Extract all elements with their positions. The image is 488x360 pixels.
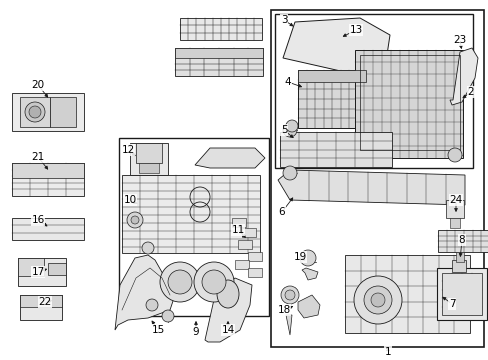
Circle shape bbox=[127, 212, 142, 228]
Bar bbox=[436, 268, 486, 320]
Text: 11: 11 bbox=[231, 225, 244, 235]
Bar bbox=[235, 260, 248, 269]
Text: 22: 22 bbox=[38, 297, 52, 307]
Bar bbox=[354, 50, 462, 158]
Text: 24: 24 bbox=[448, 195, 462, 205]
Circle shape bbox=[162, 310, 174, 322]
Circle shape bbox=[299, 250, 315, 266]
Bar bbox=[451, 260, 465, 272]
Bar bbox=[20, 295, 62, 320]
Bar bbox=[20, 97, 50, 127]
Circle shape bbox=[285, 120, 297, 132]
Bar bbox=[130, 143, 168, 175]
Bar bbox=[437, 230, 488, 252]
Bar bbox=[12, 218, 84, 240]
Text: 19: 19 bbox=[293, 252, 306, 262]
Bar bbox=[136, 143, 162, 163]
Bar bbox=[274, 14, 472, 168]
Polygon shape bbox=[449, 48, 477, 105]
Bar bbox=[175, 48, 263, 58]
Polygon shape bbox=[115, 255, 175, 330]
Bar bbox=[270, 10, 483, 347]
Polygon shape bbox=[278, 170, 464, 205]
Circle shape bbox=[168, 270, 192, 294]
Text: 8: 8 bbox=[458, 235, 465, 245]
Bar bbox=[139, 163, 159, 173]
Bar bbox=[345, 255, 469, 333]
Bar bbox=[50, 97, 76, 127]
Polygon shape bbox=[283, 18, 389, 72]
Bar bbox=[238, 240, 251, 249]
Polygon shape bbox=[204, 278, 251, 342]
Bar bbox=[180, 18, 262, 40]
Text: 5: 5 bbox=[280, 125, 287, 135]
Text: 9: 9 bbox=[192, 327, 199, 337]
Text: 14: 14 bbox=[221, 325, 234, 335]
Text: 4: 4 bbox=[284, 77, 291, 87]
Bar bbox=[449, 218, 459, 228]
Circle shape bbox=[353, 276, 401, 324]
Text: 1: 1 bbox=[384, 347, 390, 357]
Circle shape bbox=[131, 216, 139, 224]
Bar bbox=[18, 258, 66, 286]
Bar bbox=[359, 55, 459, 150]
Bar bbox=[445, 200, 463, 218]
Bar bbox=[12, 163, 84, 196]
Circle shape bbox=[283, 166, 296, 180]
Circle shape bbox=[281, 286, 298, 304]
Circle shape bbox=[370, 293, 384, 307]
Bar bbox=[231, 218, 245, 227]
Bar bbox=[48, 263, 66, 275]
Text: 16: 16 bbox=[31, 215, 44, 225]
Polygon shape bbox=[195, 148, 264, 168]
Circle shape bbox=[146, 299, 158, 311]
Polygon shape bbox=[302, 268, 317, 280]
Text: 21: 21 bbox=[31, 152, 44, 162]
Circle shape bbox=[447, 148, 461, 162]
Bar bbox=[441, 273, 481, 315]
Polygon shape bbox=[297, 70, 365, 82]
Bar bbox=[455, 252, 463, 262]
Text: 2: 2 bbox=[467, 87, 473, 97]
Circle shape bbox=[194, 262, 234, 302]
Polygon shape bbox=[297, 295, 319, 318]
Bar bbox=[247, 252, 262, 261]
Bar bbox=[119, 138, 268, 316]
Text: 7: 7 bbox=[448, 299, 454, 309]
Circle shape bbox=[29, 106, 41, 118]
Text: 6: 6 bbox=[278, 207, 285, 217]
Text: 23: 23 bbox=[452, 35, 466, 45]
Circle shape bbox=[25, 102, 45, 122]
Text: 17: 17 bbox=[31, 267, 44, 277]
Bar bbox=[12, 163, 84, 178]
Bar bbox=[247, 268, 262, 277]
Bar bbox=[242, 228, 256, 237]
Text: 18: 18 bbox=[277, 305, 290, 315]
Bar bbox=[20, 295, 62, 307]
Text: 13: 13 bbox=[348, 25, 362, 35]
Circle shape bbox=[202, 270, 225, 294]
Text: 20: 20 bbox=[31, 80, 44, 90]
Circle shape bbox=[160, 262, 200, 302]
Circle shape bbox=[285, 290, 294, 300]
Polygon shape bbox=[285, 315, 291, 335]
Circle shape bbox=[363, 286, 391, 314]
Bar bbox=[297, 70, 365, 128]
Bar bbox=[122, 175, 260, 253]
Text: 15: 15 bbox=[151, 325, 164, 335]
Bar bbox=[175, 48, 263, 76]
Circle shape bbox=[142, 242, 154, 254]
Circle shape bbox=[283, 123, 296, 137]
Bar bbox=[280, 132, 391, 167]
Text: 10: 10 bbox=[123, 195, 136, 205]
Text: 12: 12 bbox=[121, 145, 134, 155]
Bar bbox=[18, 258, 44, 276]
Text: 3: 3 bbox=[280, 15, 287, 25]
Ellipse shape bbox=[217, 280, 239, 308]
Bar bbox=[12, 93, 84, 131]
